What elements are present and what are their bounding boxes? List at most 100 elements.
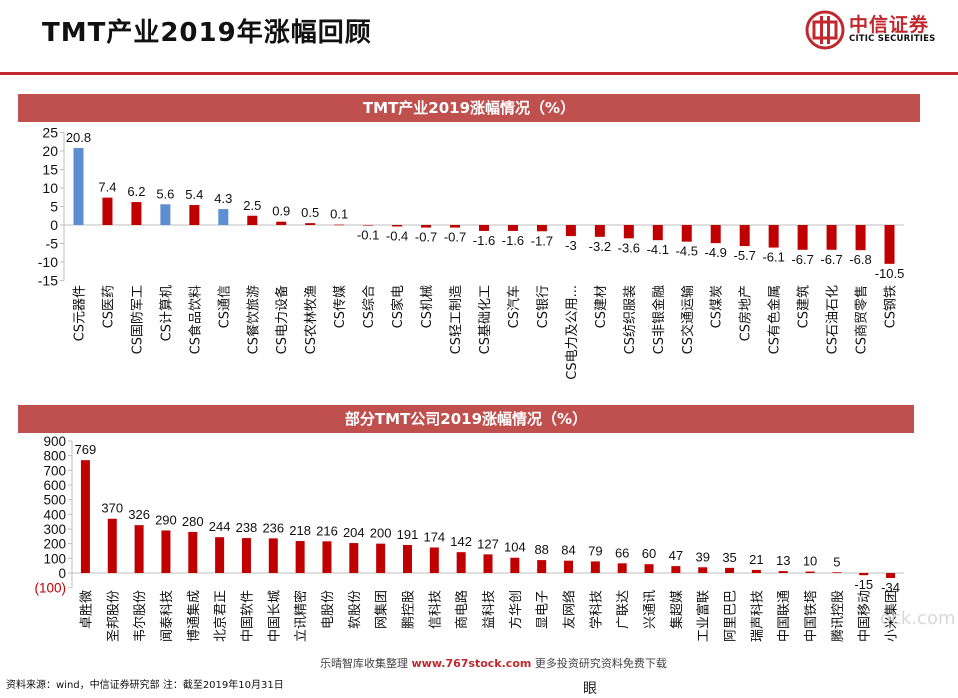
industry-bar — [479, 225, 489, 231]
watermark-suffix: 更多投资研究资料免费下载 — [531, 657, 667, 670]
company-value-label: 216 — [316, 523, 338, 538]
company-y-tick-label: 500 — [43, 493, 66, 508]
stray-character: 眼 — [583, 681, 597, 697]
industry-value-label: -0.1 — [357, 227, 379, 242]
company-category-label: 中国联通 — [777, 590, 792, 642]
watermark-site: www.767stock.com — [411, 657, 532, 670]
company-value-label: 47 — [669, 548, 683, 563]
industry-value-label: 0.9 — [272, 204, 290, 219]
company-category-label: 集超媒 — [669, 590, 685, 629]
industry-bar — [710, 225, 721, 244]
company-value-label: 5 — [833, 554, 840, 569]
industry-bar — [247, 215, 258, 225]
industry-value-label: -4.5 — [676, 244, 698, 259]
company-bar — [402, 544, 412, 573]
industry-value-label: -5.7 — [733, 248, 755, 263]
company-bar — [886, 573, 896, 578]
industry-bar — [507, 225, 518, 231]
source-note: 资料来源：wind，中信证券研究部 注：截至2019年10月31日 — [6, 680, 284, 691]
company-y-tick-label: 400 — [43, 507, 66, 522]
industry-value-label: -0.7 — [444, 230, 466, 245]
company-bar — [215, 537, 225, 573]
industry-bar — [102, 197, 113, 225]
company-value-label: 79 — [588, 543, 602, 558]
company-y-tick-label: (100) — [34, 581, 66, 596]
industry-category-label: CS煤炭 — [710, 285, 725, 328]
company-bar — [161, 530, 171, 573]
industry-category-label: CS传媒 — [333, 285, 348, 328]
industry-value-label: 4.3 — [214, 191, 232, 206]
industry-category-label: CS机械 — [420, 285, 435, 328]
company-bar — [644, 564, 654, 573]
industry-y-tick-label: -5 — [46, 236, 59, 252]
industry-category-label: CS通信 — [217, 285, 232, 328]
chart1-title-banner: TMT产业2019涨幅情况（%） — [18, 94, 920, 122]
industry-category-label: CS汽车 — [506, 285, 522, 328]
industry-y-tick-label: 15 — [42, 162, 58, 178]
industry-category-label: CS医药 — [101, 285, 116, 328]
company-y-tick-label: 100 — [43, 551, 66, 566]
company-value-label: 200 — [370, 526, 392, 541]
industry-value-label: -4.1 — [647, 242, 669, 257]
industry-value-label: -6.7 — [820, 252, 842, 267]
company-bar — [376, 543, 386, 573]
industry-category-label: CS综合 — [362, 285, 377, 328]
industry-y-tick-label: 10 — [42, 180, 58, 196]
industry-y-tick-label: 25 — [42, 125, 58, 141]
title-divider — [0, 72, 958, 75]
industry-category-label: CS房地产 — [738, 285, 754, 341]
industry-value-label: -6.1 — [762, 250, 784, 265]
company-y-tick-label: 0 — [58, 566, 66, 581]
industry-category-label: CS建材 — [594, 285, 609, 328]
company-value-label: 21 — [749, 552, 763, 567]
industry-bar — [73, 148, 84, 225]
company-y-tick-label: 200 — [43, 537, 66, 552]
industry-value-label: 5.6 — [156, 186, 174, 201]
industry-bar — [594, 225, 605, 237]
industry-bar — [681, 225, 692, 242]
industry-value-label: -0.7 — [415, 230, 437, 245]
industry-category-label: CS农林牧渔 — [304, 285, 319, 354]
company-y-tick-label: 300 — [43, 522, 66, 537]
industry-bar — [276, 221, 287, 225]
company-y-tick-label: 700 — [43, 463, 66, 478]
industry-category-label: CS建筑 — [796, 285, 812, 328]
company-value-label: 204 — [343, 525, 365, 540]
industry-category-label: CS石油石化 — [826, 285, 841, 354]
industry-category-label: CS电力设备 — [274, 285, 290, 354]
industry-category-label: CS国防军工 — [129, 285, 145, 354]
company-y-tick-label: 600 — [43, 478, 66, 493]
company-category-label: 兴通讯 — [643, 590, 658, 629]
industry-value-label: -3.6 — [618, 240, 640, 255]
company-bar — [832, 572, 842, 573]
company-category-label: 工业富联 — [696, 590, 712, 642]
industry-y-tick-label: 5 — [50, 199, 58, 215]
company-category-label: 立讯精密 — [293, 590, 309, 642]
company-category-label: 卓胜微 — [79, 590, 94, 629]
company-bar — [241, 538, 251, 573]
watermark-banner: 乐晴智库收集整理 www.767stock.com 更多投资研究资料免费下载 — [320, 655, 667, 671]
company-bar — [268, 538, 278, 573]
company-category-label: 中国移动 — [858, 590, 873, 642]
industry-category-label: CS交通运输 — [680, 285, 696, 354]
industry-category-label: CS元器件 — [72, 285, 87, 341]
industry-value-label: 7.4 — [98, 180, 116, 195]
company-bar — [725, 567, 735, 573]
industry-bar — [189, 205, 200, 225]
company-bar — [751, 569, 761, 573]
company-category-label: 腾讯控股 — [830, 590, 846, 642]
industry-bar — [565, 225, 576, 237]
industry-y-tick-label: 0 — [50, 217, 58, 233]
industry-bar — [623, 225, 634, 239]
company-value-label: 60 — [642, 546, 656, 561]
company-value-label: 326 — [128, 507, 150, 522]
industry-value-label: -10.5 — [875, 266, 905, 281]
company-category-label: 鹏控股 — [401, 590, 416, 629]
industry-category-label: CS纺织服装 — [623, 285, 638, 354]
industry-value-label: 0.5 — [301, 205, 319, 220]
industry-category-label: CS银行 — [536, 285, 551, 328]
industry-bar — [826, 225, 837, 250]
company-bar — [80, 460, 90, 573]
company-category-label: 友网络 — [562, 590, 578, 629]
industry-bar — [855, 225, 866, 251]
